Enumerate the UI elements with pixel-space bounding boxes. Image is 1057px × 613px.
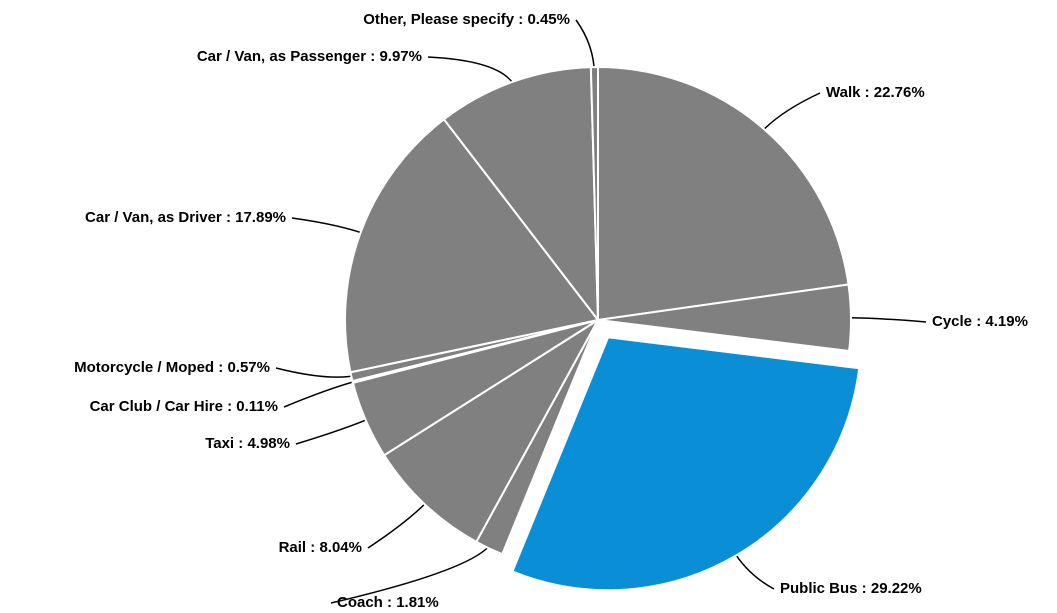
leader-line xyxy=(275,367,360,378)
category-label: Coach xyxy=(337,594,383,611)
value-label: 22.76% xyxy=(874,84,925,101)
leader-line xyxy=(295,416,374,445)
category-label: Rail xyxy=(279,539,307,556)
category-label: Public Bus xyxy=(780,580,858,597)
label-separator: : xyxy=(383,594,396,611)
pie-slice xyxy=(597,283,852,353)
category-label: Car / Van, as Driver xyxy=(85,209,222,226)
leader-line xyxy=(427,56,517,90)
slice-label: Cycle : 4.19% xyxy=(932,313,1028,330)
slice-label: Car / Van, as Driver : 17.89% xyxy=(85,209,286,226)
label-separator: : xyxy=(972,313,985,330)
label-separator: : xyxy=(222,209,235,226)
value-label: 1.81% xyxy=(396,594,439,611)
pie-slice xyxy=(511,336,861,592)
slice-label: Taxi : 4.98% xyxy=(205,435,290,452)
value-label: 17.89% xyxy=(235,209,286,226)
category-label: Taxi xyxy=(205,435,234,452)
leader-line xyxy=(291,217,369,236)
label-separator: : xyxy=(234,435,247,452)
label-separator: : xyxy=(858,580,871,597)
label-separator: : xyxy=(223,398,236,415)
pie-slice xyxy=(597,65,850,322)
category-label: Walk xyxy=(826,84,861,101)
slice-label: Walk : 22.76% xyxy=(826,84,925,101)
value-label: 4.98% xyxy=(247,435,290,452)
pie-slice xyxy=(589,65,599,321)
leader-line xyxy=(842,317,927,323)
value-label: 0.45% xyxy=(527,11,570,28)
leader-line xyxy=(758,92,821,136)
category-label: Cycle xyxy=(932,313,972,330)
slice-label: Coach : 1.81% xyxy=(337,594,439,611)
value-label: 29.22% xyxy=(871,580,922,597)
leader-line xyxy=(283,379,361,408)
label-separator: : xyxy=(514,11,527,28)
value-label: 4.19% xyxy=(985,313,1028,330)
slice-label: Other, Please specify : 0.45% xyxy=(363,11,570,28)
pie-slice xyxy=(442,66,600,324)
value-label: 0.11% xyxy=(236,398,278,415)
slice-label: Car Club / Car Hire : 0.11% xyxy=(90,398,278,415)
label-separator: : xyxy=(366,48,379,65)
value-label: 9.97% xyxy=(379,48,422,65)
pie-slice xyxy=(344,117,600,374)
value-label: 8.04% xyxy=(319,539,362,556)
category-label: Motorcycle / Moped xyxy=(74,359,214,376)
category-label: Car Club / Car Hire xyxy=(90,398,223,415)
category-label: Car / Van, as Passenger xyxy=(197,48,366,65)
category-label: Other, Please specify xyxy=(363,11,515,28)
label-separator: : xyxy=(306,539,319,556)
slice-label: Rail : 8.04% xyxy=(279,539,362,556)
slice-label: Motorcycle / Moped : 0.57% xyxy=(74,359,270,376)
slice-label: Public Bus : 29.22% xyxy=(780,580,922,597)
slice-label: Car / Van, as Passenger : 9.97% xyxy=(197,48,422,65)
label-separator: : xyxy=(860,84,873,101)
label-separator: : xyxy=(214,359,227,376)
value-label: 0.57% xyxy=(227,359,270,376)
pie-slice xyxy=(382,319,599,544)
leader-line xyxy=(367,498,431,549)
